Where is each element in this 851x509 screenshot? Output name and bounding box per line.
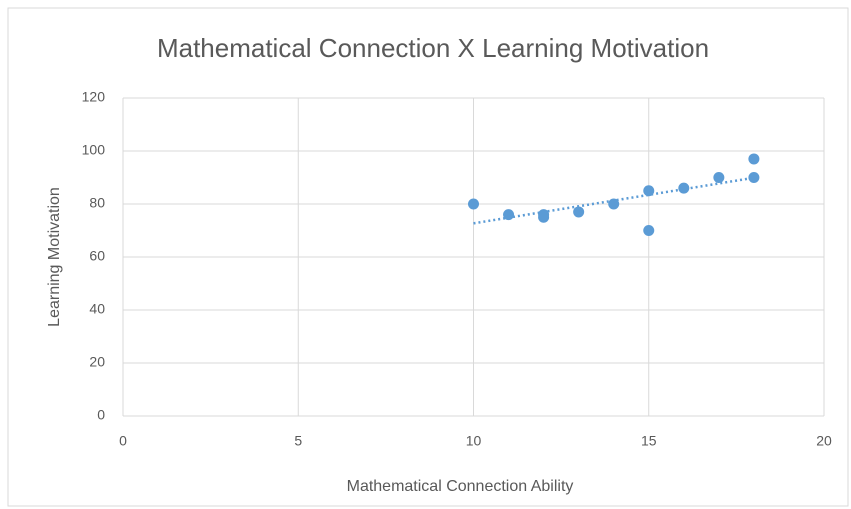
data-point [643,225,655,236]
x-tick-label: 10 [466,433,482,449]
data-point [678,182,690,194]
data-point [503,209,515,221]
data-point [468,198,479,210]
x-axis-label: Mathematical Connection Ability [347,478,574,495]
y-tick-label: 0 [97,407,105,423]
data-point [608,198,620,210]
y-tick-label: 100 [82,142,106,158]
chart-title: Mathematical Connection X Learning Motiv… [157,33,709,63]
trendline [473,176,755,225]
data-point [713,172,725,183]
data-point [643,185,655,197]
y-tick-label: 60 [89,248,105,264]
y-tick-label: 20 [89,354,105,370]
x-tick-label: 5 [294,433,302,449]
data-point [748,172,760,183]
y-tick-label: 120 [82,89,106,105]
data-point [748,153,760,165]
data-point [573,206,585,218]
y-tick-label: 80 [89,195,105,211]
x-tick-label: 15 [641,433,657,449]
data-point [538,209,550,221]
x-tick-label: 20 [816,433,832,449]
y-tick-label: 40 [89,301,105,317]
x-tick-label: 0 [119,433,127,449]
y-axis-label: Learning Motivation [46,187,63,327]
